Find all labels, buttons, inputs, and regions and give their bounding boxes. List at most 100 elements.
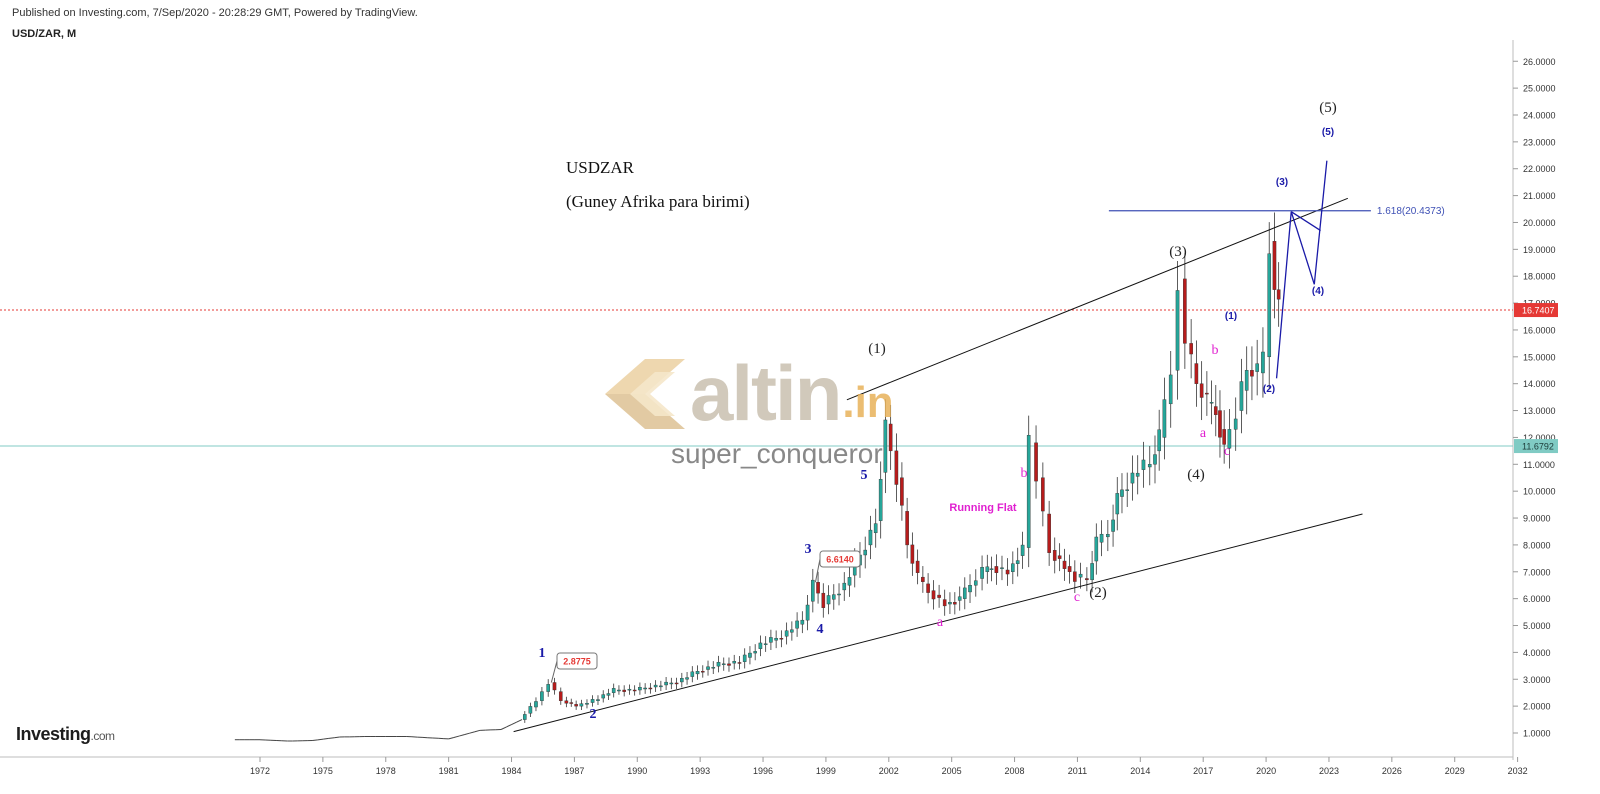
wave-label-blue: 1 — [539, 646, 546, 661]
note-subtitle: (Guney Afrika para birimi) — [566, 192, 750, 212]
candle-body — [1268, 254, 1271, 357]
candle-body — [1048, 514, 1051, 553]
candle-body — [1021, 545, 1024, 556]
candle-body — [1058, 556, 1061, 559]
candle-body — [670, 683, 673, 684]
candle-body — [1218, 411, 1221, 438]
candle-body — [680, 678, 683, 682]
candle-body — [869, 530, 872, 545]
x-tick-label: 2026 — [1382, 766, 1402, 776]
candle-body — [1205, 393, 1208, 394]
y-tick-label: 3.0000 — [1523, 675, 1551, 685]
candle-body — [1011, 564, 1014, 572]
x-tick-label: 1981 — [439, 766, 459, 776]
x-tick-label: 2014 — [1130, 766, 1150, 776]
y-tick-label: 1.0000 — [1523, 729, 1551, 739]
wave-label-projection: (5) — [1322, 127, 1334, 138]
wave-label-projection: (1) — [1225, 311, 1237, 322]
note-title: USDZAR — [566, 158, 634, 178]
candle-body — [801, 620, 804, 624]
projected-wave-path — [1277, 161, 1327, 379]
altin-watermark: altin .in — [600, 348, 894, 439]
x-tick-label: 2020 — [1256, 766, 1276, 776]
candle-body — [534, 701, 537, 707]
wave-label-projection: (4) — [1312, 286, 1324, 297]
candle-body — [1100, 534, 1103, 542]
wave-label-major: (4) — [1187, 467, 1205, 483]
candle-body — [1116, 493, 1119, 514]
candle-body — [822, 593, 825, 608]
candle-body — [559, 692, 562, 701]
candle-body — [743, 655, 746, 662]
candle-body — [995, 566, 998, 572]
candle-body — [796, 621, 799, 628]
candle-body — [633, 690, 636, 691]
candle-body — [1073, 572, 1076, 582]
candle-body — [806, 605, 809, 620]
candle-body — [570, 703, 573, 704]
candle-body — [1085, 578, 1088, 579]
candle-body — [938, 595, 941, 598]
wave-label-correction: b — [1212, 343, 1219, 358]
candle-body — [1120, 490, 1123, 497]
investing-logo[interactable]: Investing.com — [16, 724, 115, 745]
watermark-tld: .in — [842, 378, 893, 428]
x-tick-label: 1993 — [690, 766, 710, 776]
price-segment — [318, 739, 323, 740]
candle-body — [1190, 343, 1193, 354]
candle-body — [1214, 407, 1217, 415]
candle-body — [974, 581, 977, 586]
y-tick-label: 5.0000 — [1523, 621, 1551, 631]
wave-label-correction: a — [937, 615, 944, 630]
candle-body — [1195, 364, 1198, 384]
candle-body — [848, 577, 851, 585]
candle-body — [638, 687, 641, 690]
price-segment — [470, 732, 475, 733]
candle-body — [1000, 568, 1003, 569]
candle-body — [921, 577, 924, 582]
wave-label-blue: 5 — [861, 468, 868, 483]
candle-body — [529, 706, 532, 713]
candle-body — [696, 671, 699, 674]
candle-body — [623, 690, 626, 692]
candle-body — [816, 582, 819, 593]
y-tick-label: 25.0000 — [1523, 84, 1556, 94]
candle-body — [1041, 478, 1044, 511]
candle-body — [764, 644, 767, 645]
wave-label-major: (3) — [1169, 244, 1187, 260]
wave-label-correction: b — [1021, 466, 1028, 481]
candle-body — [596, 700, 599, 701]
candle-body — [685, 678, 688, 680]
y-tick-label: 24.0000 — [1523, 110, 1556, 120]
altin-logo-icon — [600, 354, 690, 434]
wave-label-blue: 3 — [805, 542, 812, 557]
candle-body — [1250, 370, 1253, 376]
candle-body — [775, 638, 778, 640]
y-tick-label: 9.0000 — [1523, 514, 1551, 524]
candle-body — [811, 580, 814, 601]
price-segment — [475, 730, 480, 731]
candle-body — [1158, 430, 1161, 451]
y-tick-label: 10.0000 — [1523, 487, 1556, 497]
x-tick-label: 2008 — [1005, 766, 1025, 776]
candle-body — [1027, 435, 1030, 547]
y-tick-label: 14.0000 — [1523, 379, 1556, 389]
wave-label-correction: c — [1224, 444, 1230, 459]
candle-body — [1006, 570, 1009, 574]
candle-body — [1068, 566, 1071, 571]
candle-body — [1079, 574, 1082, 577]
candle-body — [759, 643, 762, 649]
candle-body — [754, 651, 757, 653]
candle-body — [540, 692, 543, 701]
candle-body — [780, 638, 783, 639]
candle-body — [927, 584, 930, 593]
candle-body — [1261, 352, 1264, 373]
candle-body — [1034, 443, 1037, 481]
candle-body — [1277, 290, 1280, 300]
candle-body — [748, 653, 751, 657]
candle-body — [1131, 473, 1134, 483]
candle-body — [963, 588, 966, 599]
y-tick-label: 26.0000 — [1523, 57, 1556, 67]
watermark-word: altin — [690, 348, 840, 439]
candle-body — [628, 689, 631, 690]
